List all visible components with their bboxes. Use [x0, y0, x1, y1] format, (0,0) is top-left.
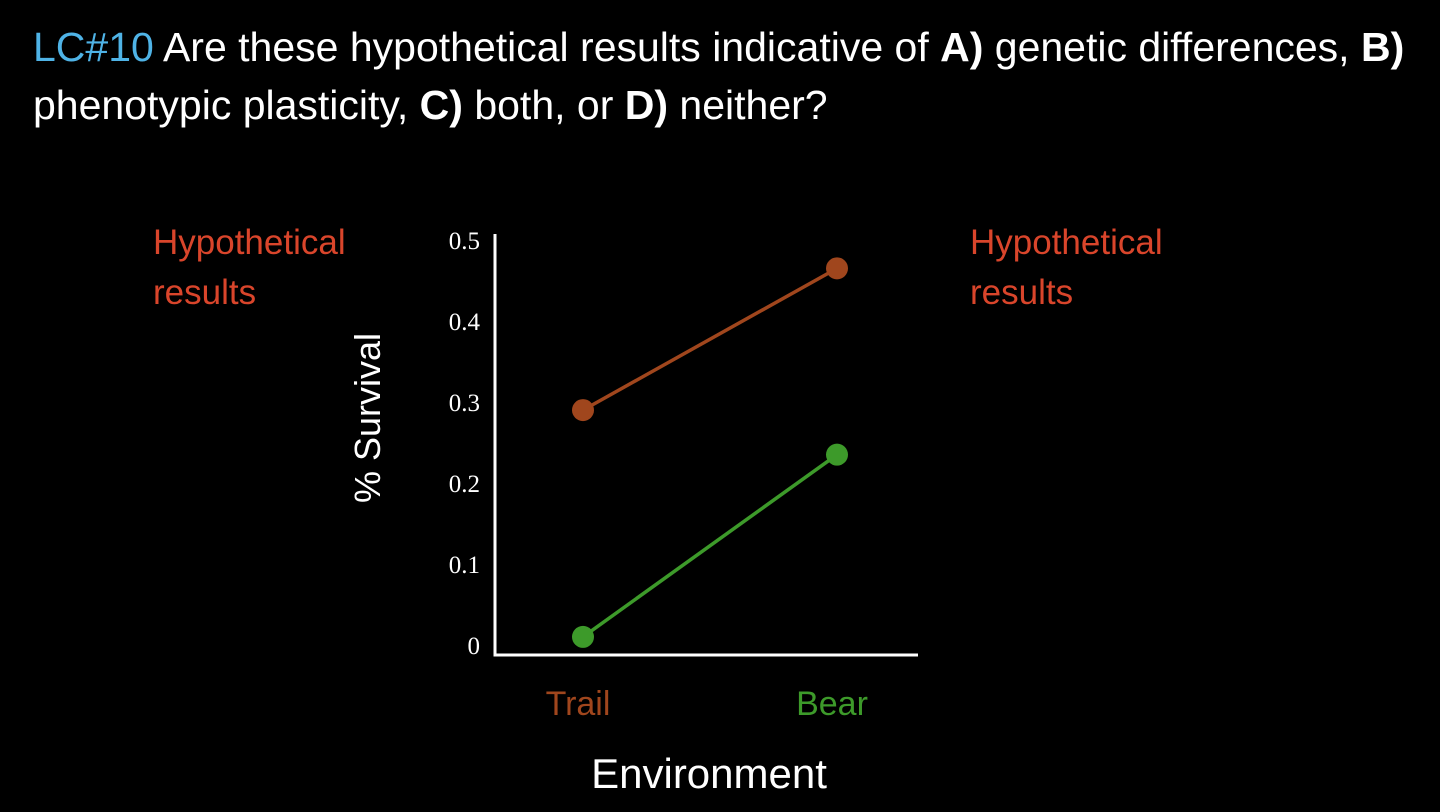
y-tick-labels: 0 0.1 0.2 0.3 0.4 0.5: [449, 228, 481, 660]
question-text: LC#10 Are these hypothetical results ind…: [33, 18, 1423, 134]
series-line-2: [581, 453, 839, 639]
y-tick-label: 0: [468, 633, 481, 660]
y-tick-label: 0.4: [449, 309, 481, 336]
question-part-3: phenotypic plasticity,: [33, 82, 420, 128]
y-tick-label: 0.1: [449, 552, 480, 579]
y-tick-label: 0.5: [449, 228, 480, 255]
right-label-line-2: results: [970, 273, 1074, 312]
question-part-1: Are these hypothetical results indicativ…: [153, 24, 941, 70]
chart-series: [572, 257, 848, 648]
option-a: A): [940, 24, 984, 70]
question-part-2: genetic differences,: [983, 24, 1361, 70]
right-side-label: Hypothetical results: [970, 218, 1163, 318]
option-d: D): [624, 82, 669, 128]
x-category-labels: Trail Bear: [546, 685, 868, 723]
question-part-5: neither?: [668, 82, 828, 128]
y-tick-label: 0.2: [449, 471, 480, 498]
series-1-point-trail: [572, 399, 594, 422]
y-tick-label: 0.3: [449, 390, 480, 417]
option-c: C): [419, 82, 463, 128]
series-2-point-trail: [572, 625, 594, 648]
left-side-label: Hypothetical results: [153, 218, 346, 318]
series-line-1: [582, 266, 838, 412]
x-category-bear: Bear: [796, 685, 868, 723]
y-axis-label: % Survival: [347, 333, 388, 503]
question-id: LC#10: [33, 24, 154, 70]
question-part-4: both, or: [462, 82, 625, 128]
left-label-line-1: Hypothetical: [153, 223, 346, 262]
option-b: B): [1360, 24, 1405, 70]
right-label-line-1: Hypothetical: [970, 223, 1163, 262]
left-label-line-2: results: [153, 273, 257, 312]
x-category-trail: Trail: [546, 685, 611, 723]
series-2-point-bear: [826, 443, 848, 466]
chart-axes: [493, 234, 918, 657]
series-1-point-bear: [826, 257, 848, 280]
x-axis-label: Environment: [591, 750, 827, 797]
